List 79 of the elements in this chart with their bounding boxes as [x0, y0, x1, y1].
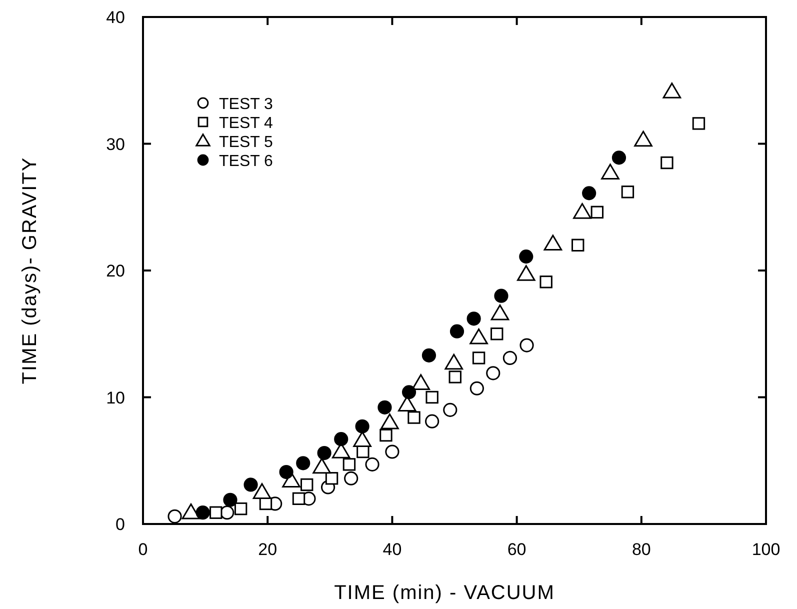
- y-tick-label: 20: [106, 262, 125, 280]
- point: [692, 117, 706, 130]
- point: [365, 457, 380, 472]
- point: [408, 411, 420, 424]
- y-tick-label: 40: [106, 8, 125, 27]
- point: [519, 250, 534, 264]
- point: [196, 506, 210, 520]
- legend-label: TEST 6: [219, 153, 274, 170]
- y-axis-title: TIME (days)- GRAVITY: [19, 156, 41, 384]
- y-tick-label: 0: [116, 515, 125, 534]
- point: [380, 413, 399, 430]
- point: [234, 502, 248, 516]
- point: [502, 350, 517, 366]
- point: [443, 402, 458, 417]
- x-tick-label: 40: [382, 540, 402, 559]
- point: [317, 446, 332, 460]
- point: [292, 492, 306, 505]
- point: [540, 276, 552, 288]
- x-tick-label: 60: [507, 540, 526, 559]
- point: [182, 503, 200, 520]
- x-tick-label: 0: [138, 540, 148, 559]
- y-tick-label: 30: [106, 134, 125, 154]
- point: [223, 492, 238, 507]
- point: [573, 203, 592, 219]
- point: [582, 186, 596, 200]
- point: [279, 464, 294, 480]
- point: [494, 288, 508, 303]
- point: [422, 348, 436, 362]
- point: [356, 445, 370, 458]
- point: [572, 238, 584, 252]
- point: [325, 472, 338, 485]
- x-tick-label: 20: [258, 540, 278, 559]
- point: [220, 506, 234, 520]
- point: [621, 186, 634, 198]
- point: [490, 328, 504, 340]
- point: [296, 456, 310, 470]
- point: [660, 156, 674, 170]
- point: [252, 483, 272, 499]
- x-axis-title: TIME (min) - VACUUM: [334, 582, 555, 604]
- point: [244, 478, 258, 492]
- point: [312, 458, 331, 474]
- point: [342, 458, 356, 471]
- point: [520, 338, 534, 352]
- point: [544, 234, 562, 251]
- legend-label: TEST 5: [219, 134, 274, 151]
- point: [168, 509, 182, 524]
- legend-label: TEST 4: [219, 115, 274, 132]
- point: [466, 312, 481, 326]
- x-tick-label: 80: [632, 540, 651, 559]
- point: [402, 385, 416, 400]
- point: [634, 130, 652, 147]
- point: [412, 374, 430, 390]
- point: [426, 390, 438, 404]
- point: [448, 370, 462, 384]
- legend-label: TEST 3: [219, 96, 274, 113]
- y-tick-label: 10: [106, 388, 125, 408]
- point: [601, 164, 620, 180]
- point: [490, 304, 510, 320]
- point: [472, 352, 486, 364]
- point: [516, 265, 536, 281]
- point: [385, 444, 400, 459]
- point: [590, 206, 604, 219]
- point: [425, 414, 440, 428]
- point: [210, 506, 222, 519]
- point: [378, 400, 392, 414]
- point: [612, 150, 626, 165]
- point: [662, 82, 682, 98]
- point: [344, 471, 358, 486]
- point: [353, 431, 372, 447]
- x-tick-label: 100: [752, 540, 780, 559]
- point: [470, 328, 488, 344]
- point: [450, 324, 464, 338]
- point: [355, 419, 370, 434]
- point: [334, 432, 348, 446]
- point: [444, 354, 464, 370]
- point: [300, 478, 314, 492]
- point: [486, 366, 500, 380]
- point: [380, 428, 392, 442]
- point: [470, 381, 484, 396]
